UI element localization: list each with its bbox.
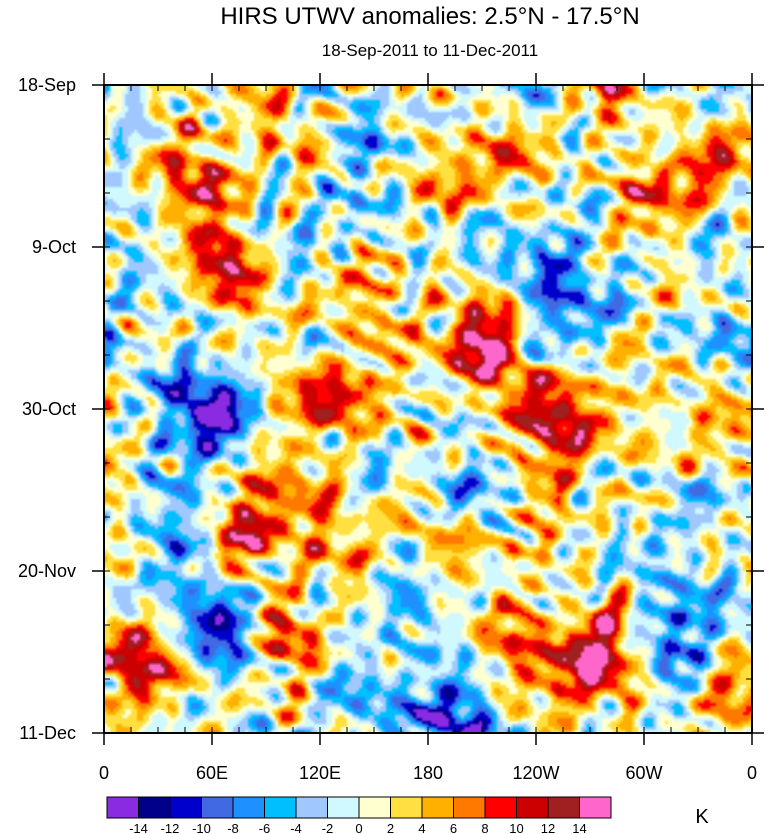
colorbar-box <box>264 796 297 819</box>
colorbar-box <box>579 796 612 819</box>
colorbar-box <box>169 796 202 819</box>
y-tick-label: 20-Nov <box>18 561 76 581</box>
colorbar-level-label: -10 <box>192 821 211 834</box>
colorbar-level-label: 10 <box>509 821 523 834</box>
x-tick-label: 60E <box>196 763 228 783</box>
colorbar-box <box>232 796 265 819</box>
anomaly-field-image <box>104 85 752 733</box>
colorbar-level-label: -2 <box>322 821 334 834</box>
colorbar-level-label: 14 <box>572 821 586 834</box>
x-tick-label: 60W <box>625 763 662 783</box>
colorbar-box <box>106 796 139 819</box>
colorbar-level-label: 0 <box>355 821 362 834</box>
colorbar-level-label: 2 <box>387 821 394 834</box>
colorbar-box <box>516 796 549 819</box>
colorbar-level-label: 6 <box>450 821 457 834</box>
y-axis: 18-Sep 9-Oct 30-Oct 20-Nov 11-Dec <box>18 75 764 743</box>
x-tick-label: 180 <box>413 763 443 783</box>
y-tick-label: 11-Dec <box>19 723 76 743</box>
colorbar-level-label: -4 <box>290 821 302 834</box>
y-tick-label: 18-Sep <box>18 75 76 95</box>
colorbar-box <box>327 796 360 819</box>
anomaly-field <box>104 85 752 733</box>
colorbar-box <box>484 796 517 819</box>
colorbar-level-label: 12 <box>541 821 555 834</box>
colorbar-box <box>421 796 454 819</box>
colorbar-level-label: -6 <box>259 821 271 834</box>
colorbar-box <box>295 796 328 819</box>
colorbar: -14 -12 -10 -8 -6 -4 -2 0 2 4 6 8 10 12 14 <box>106 796 612 834</box>
colorbar-box <box>547 796 580 819</box>
colorbar-box <box>453 796 486 819</box>
colorbar-box <box>138 796 171 819</box>
x-tick-label: 120E <box>299 763 341 783</box>
y-tick-label: 30-Oct <box>22 399 76 419</box>
colorbar-box <box>201 796 234 819</box>
colorbar-unit-label: K <box>695 806 709 828</box>
colorbar-level-label: 8 <box>481 821 488 834</box>
colorbar-level-label: -12 <box>161 821 180 834</box>
colorbar-level-label: 4 <box>418 821 425 834</box>
colorbar-box <box>390 796 423 819</box>
chart-title: HIRS UTWV anomalies: 2.5°N - 17.5°N <box>220 3 639 30</box>
colorbar-level-label: -8 <box>227 821 239 834</box>
colorbar-level-label: -14 <box>129 821 148 834</box>
colorbar-box <box>358 796 391 819</box>
x-tick-label: 120W <box>512 763 559 783</box>
y-tick-label: 9-Oct <box>32 237 76 257</box>
x-tick-label: 0 <box>99 763 109 783</box>
x-axis: 0 60E 120E 180 120W 60W 0 <box>99 73 757 783</box>
x-tick-label: 0 <box>747 763 757 783</box>
chart-subtitle: 18-Sep-2011 to 11-Dec-2011 <box>322 41 538 60</box>
